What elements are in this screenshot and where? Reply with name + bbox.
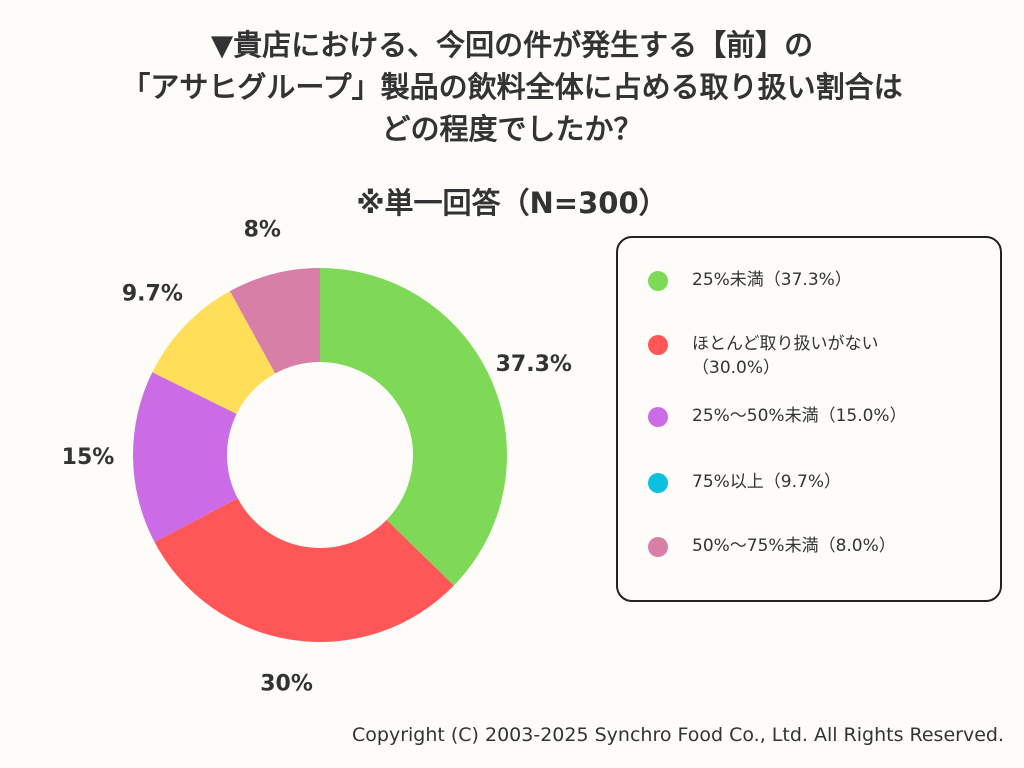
legend-label: 25%～50%未満（15.0%） bbox=[692, 406, 907, 426]
data-label: 15% bbox=[62, 445, 115, 470]
donut-slice bbox=[154, 498, 454, 642]
legend-label: 25%未満（37.3%） bbox=[692, 270, 852, 290]
title-line: 「アサヒグループ」製品の飲料全体に占める取り扱い割合は bbox=[121, 70, 903, 104]
legend-swatch bbox=[648, 407, 668, 427]
donut-slice bbox=[132, 372, 238, 542]
legend-item: 25%未満（37.3%） bbox=[648, 268, 952, 292]
legend-swatch bbox=[648, 537, 668, 557]
legend-label: 75%以上（9.7%） bbox=[692, 472, 841, 492]
legend: 25%未満（37.3%） ほとんど取り扱いがない（30.0%） 25%～50%未満（… bbox=[616, 236, 1002, 602]
copyright: Copyright (C) 2003-2025 Synchro Food Co.… bbox=[352, 724, 1004, 746]
data-label: 30% bbox=[260, 672, 313, 697]
legend-label: ほとんど取り扱いがない（30.0%） bbox=[692, 334, 879, 378]
legend-swatch bbox=[648, 335, 668, 355]
legend-item: 75%以上（9.7%） bbox=[648, 470, 952, 494]
legend-swatch bbox=[648, 271, 668, 291]
subtitle: ※単一回答（N=300） bbox=[356, 186, 668, 220]
title-line: どの程度でしたか？ bbox=[381, 112, 643, 146]
donut-slice bbox=[152, 291, 276, 414]
data-label: 8% bbox=[244, 217, 281, 242]
title-line: ▼貴店における、今回の件が発生する【前】の bbox=[210, 28, 814, 62]
legend-swatch bbox=[648, 473, 668, 493]
legend-item: ほとんど取り扱いがない（30.0%） bbox=[648, 332, 952, 380]
legend-item: 50%～75%未満（8.0%） bbox=[648, 534, 952, 558]
legend-label: 50%～75%未満（8.0%） bbox=[692, 536, 896, 556]
data-label: 9.7% bbox=[122, 282, 183, 307]
donut-slice bbox=[320, 268, 508, 586]
donut-slice bbox=[229, 268, 320, 374]
legend-item: 25%～50%未満（15.0%） bbox=[648, 404, 952, 428]
data-label: 37.3% bbox=[496, 352, 572, 377]
